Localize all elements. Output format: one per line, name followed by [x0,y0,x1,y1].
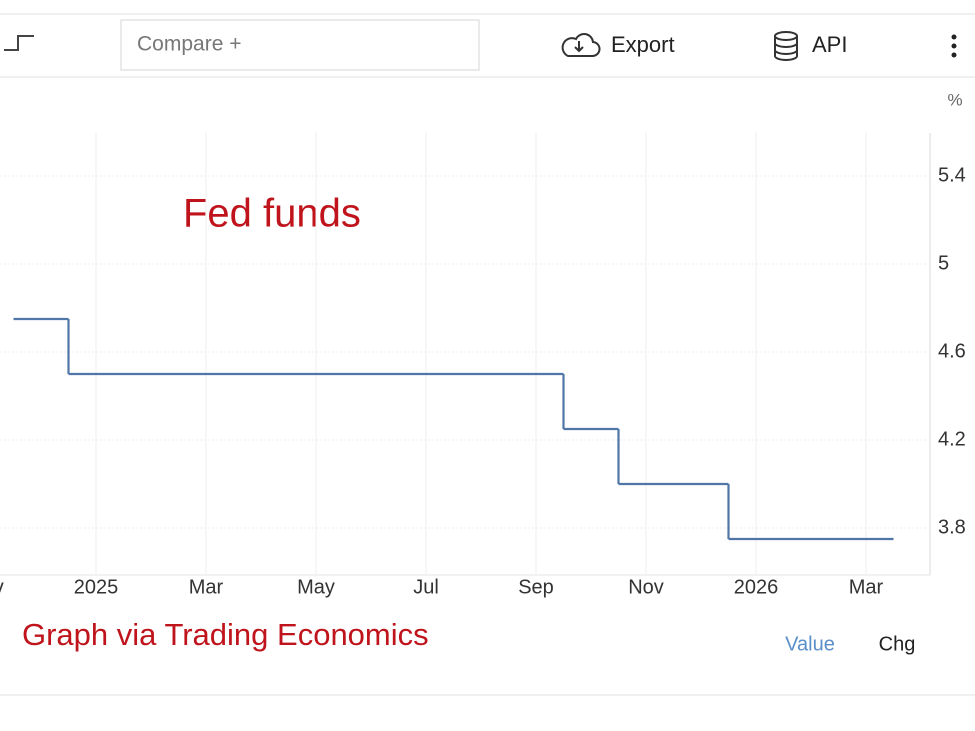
y-tick-label: 3.8 [938,516,966,538]
x-tick-label: Mar [849,576,884,598]
y-tick-label: 4.2 [938,428,966,450]
download-arrow [574,41,584,53]
dot [951,52,957,58]
x-tick-label: 2025 [74,576,119,598]
y-tick-label: 4.6 [938,340,966,362]
export-button[interactable]: Export [561,32,675,57]
db-icon [774,36,798,61]
api-label: API [812,32,847,57]
compare-placeholder: Compare + [137,33,241,56]
cloud-icon [561,33,601,57]
y-tick-label: 5 [938,252,949,274]
api-button[interactable]: API [774,31,847,61]
dot [951,34,957,40]
x-tick-label: 2026 [734,576,779,598]
y-tick-label: 5.4 [938,164,966,186]
chart-type-icon[interactable] [4,35,34,51]
compare-input[interactable] [120,19,480,71]
tab-value[interactable]: Value [785,633,835,655]
export-label: Export [611,32,675,57]
plot: 3.8 4.2 4.6 5 5.4 Nov 2025 Mar May Jul Sep Nov 2026 M… [0,132,966,598]
chart-title: Fed funds [183,192,361,236]
x-tick-label: May [297,576,335,598]
dot [951,43,957,49]
x-tick-label: Mar [189,576,224,598]
x-tick-label: Jul [413,576,439,598]
annotation: Graph via Trading Economics [22,617,429,652]
tab-chg[interactable]: Chg [879,633,916,655]
x-tick-label: Nov [628,576,664,598]
more-menu[interactable] [951,34,957,58]
x-tick-label: Sep [518,576,554,598]
unit-label: % [947,90,962,109]
db-icon [774,31,798,41]
x-tick-label: Nov [0,576,4,598]
